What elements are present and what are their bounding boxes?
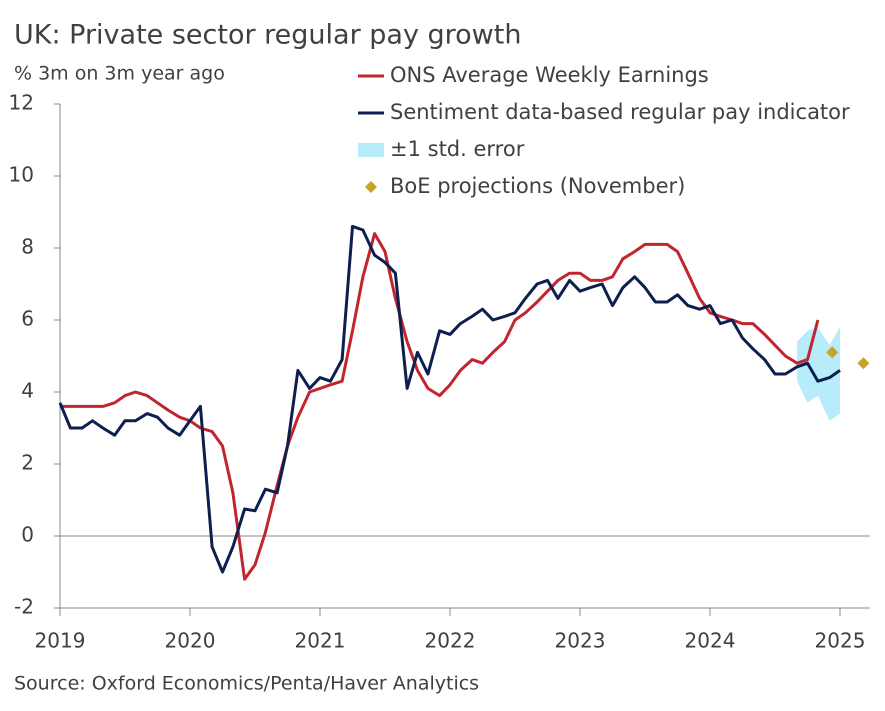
- series-line: [60, 232, 820, 581]
- projection-point: [857, 357, 870, 370]
- x-tick-label: 2023: [555, 629, 606, 653]
- y-tick-label: 8: [21, 235, 34, 259]
- projection-point: [826, 346, 839, 359]
- y-tick-label: 6: [21, 307, 34, 331]
- y-tick-label: -2: [14, 595, 34, 619]
- legend-label: BoE projections (November): [390, 174, 685, 198]
- chart-subtitle: % 3m on 3m year ago: [14, 63, 225, 85]
- legend-label: ONS Average Weekly Earnings: [390, 63, 709, 87]
- series-line: [58, 224, 841, 574]
- x-tick-label: 2021: [295, 629, 346, 653]
- y-tick-label: 2: [21, 451, 34, 475]
- x-tick-label: 2020: [165, 629, 216, 653]
- y-tick-label: 4: [21, 379, 34, 403]
- x-tick-label: 2025: [815, 629, 866, 653]
- chart-title: UK: Private sector regular pay growth: [14, 20, 521, 51]
- legend-swatch: [358, 143, 384, 157]
- x-tick-label: 2019: [35, 629, 86, 653]
- y-tick-label: 0: [21, 523, 34, 547]
- y-tick-label: 12: [9, 91, 34, 115]
- legend-swatch: [365, 181, 377, 193]
- legend-label: ±1 std. error: [390, 137, 525, 161]
- x-tick-label: 2022: [425, 629, 476, 653]
- x-tick-label: 2024: [685, 629, 736, 653]
- y-tick-label: 10: [9, 163, 34, 187]
- source: Source: Oxford Economics/Penta/Haver Ana…: [14, 673, 479, 695]
- legend-label: Sentiment data-based regular pay indicat…: [390, 100, 850, 124]
